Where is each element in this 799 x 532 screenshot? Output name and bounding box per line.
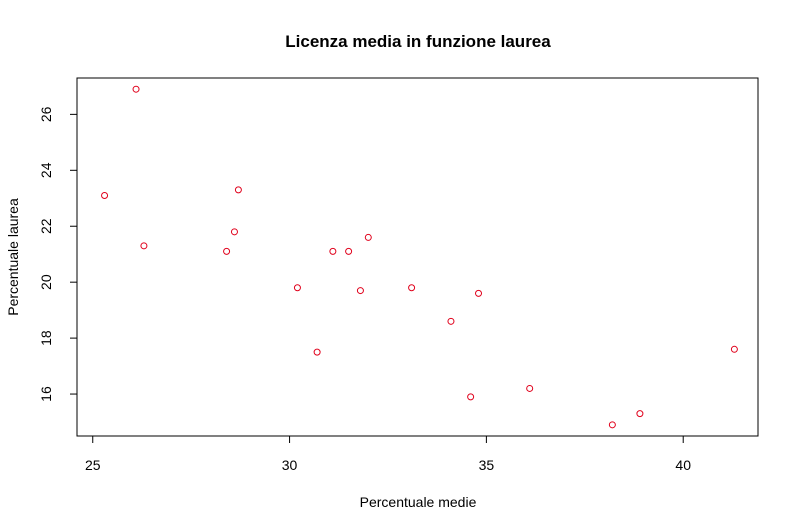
data-point (636, 410, 644, 418)
x-tick-label: 25 (85, 457, 101, 473)
data-point (223, 247, 231, 255)
data-point (447, 317, 455, 325)
y-tick-label: 16 (38, 386, 54, 402)
data-point (345, 247, 353, 255)
data-point (467, 393, 475, 401)
plot-frame (76, 77, 759, 437)
y-tick-label: 24 (38, 162, 54, 178)
data-point (526, 384, 534, 392)
data-point (475, 289, 483, 297)
y-tick-label: 20 (38, 274, 54, 290)
data-points (101, 85, 738, 429)
data-point (329, 247, 337, 255)
y-axis: 16 18 20 22 24 26 (38, 106, 78, 402)
data-point (230, 228, 238, 236)
data-point (132, 85, 140, 93)
chart-title: Licenza media in funzione laurea (285, 32, 551, 51)
x-axis: 25 30 35 40 (85, 435, 691, 473)
data-point (356, 287, 364, 295)
data-point (313, 348, 321, 356)
y-tick-label: 26 (38, 106, 54, 122)
data-point (730, 345, 738, 353)
y-axis-label: Percentuale laurea (5, 198, 21, 316)
x-tick-label: 40 (675, 457, 691, 473)
data-point (608, 421, 616, 429)
y-tick-label: 18 (38, 330, 54, 346)
x-tick-label: 35 (479, 457, 495, 473)
y-tick-label: 22 (38, 218, 54, 234)
x-axis-label: Percentuale medie (360, 494, 477, 510)
data-point (408, 284, 416, 292)
data-point (140, 242, 148, 250)
x-tick-label: 30 (282, 457, 298, 473)
data-point (101, 191, 109, 199)
data-point (364, 233, 372, 241)
data-point (293, 284, 301, 292)
data-point (234, 186, 242, 194)
